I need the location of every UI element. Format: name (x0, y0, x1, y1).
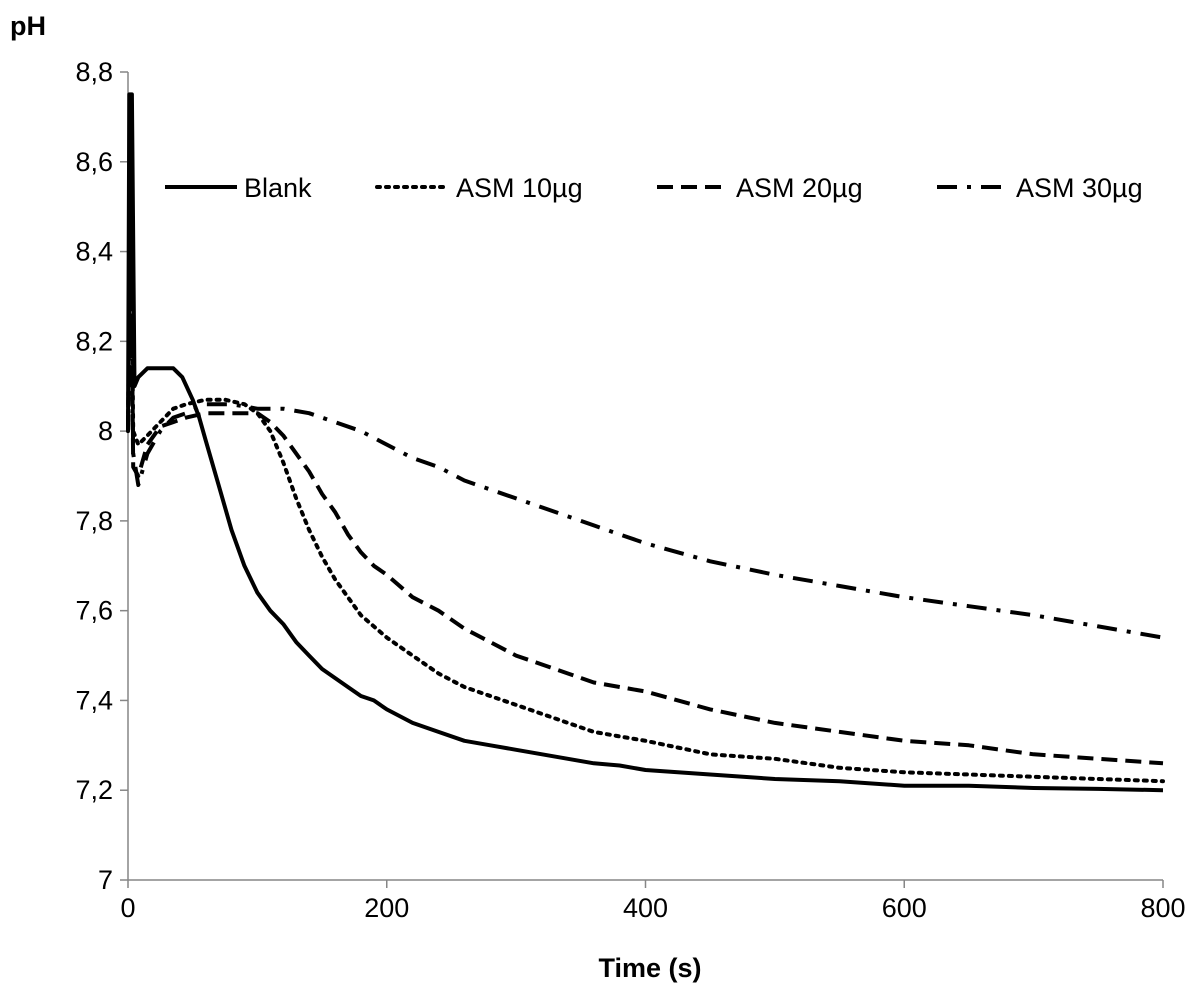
y-tick-label: 8 (98, 416, 113, 446)
axes: 7 7,2 7,4 7,6 7,8 8 8,2 8,4 8,6 8,8 0 200 400 600 800 (75, 57, 1185, 923)
x-axis-title: Time (s) (598, 953, 701, 983)
legend-label-2: ASM 10µg (456, 173, 583, 203)
y-tick-label: 8,4 (75, 237, 113, 267)
series-line-2 (126, 173, 1165, 784)
series-line-1 (126, 92, 1164, 793)
y-tick-label: 8,8 (75, 57, 113, 87)
plot-area (126, 92, 1165, 793)
y-tick-label: 7,4 (75, 685, 113, 715)
y-tick-label: 7,8 (75, 506, 113, 536)
legend-label-3: ASM 20µg (736, 173, 863, 203)
x-tick-label: 0 (120, 893, 135, 923)
y-axis-title: pH (10, 11, 46, 41)
x-tick-label: 400 (623, 893, 668, 923)
series-line-3 (126, 204, 1164, 766)
x-tick-label: 800 (1140, 893, 1185, 923)
legend: Blank ASM 10µg ASM 20µg ASM 30µg (165, 173, 1143, 203)
x-tick-label: 600 (882, 893, 927, 923)
legend-label-1: Blank (244, 173, 312, 203)
legend-label-4: ASM 30µg (1016, 173, 1143, 203)
series-line-4 (126, 227, 1164, 640)
y-tick-label: 7,2 (75, 775, 113, 805)
y-tick-label: 7,6 (75, 596, 113, 626)
y-tick-label: 8,6 (75, 147, 113, 177)
y-tick-label: 7 (98, 865, 113, 895)
x-tick-label: 200 (364, 893, 409, 923)
y-tick-label: 8,2 (75, 326, 113, 356)
